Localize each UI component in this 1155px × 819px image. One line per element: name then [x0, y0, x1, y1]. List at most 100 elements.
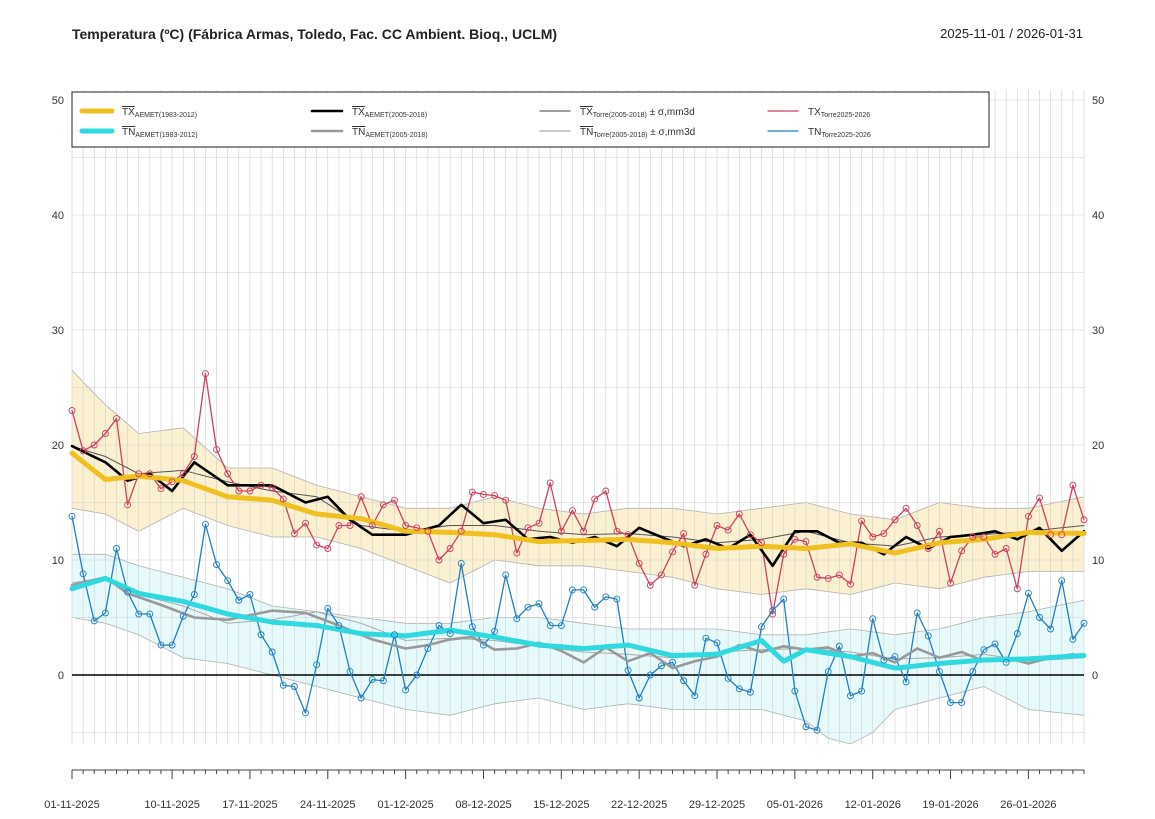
tx-torre-point — [491, 492, 499, 500]
tn-torre-point — [1058, 577, 1066, 585]
tx-torre-point — [958, 547, 966, 555]
tx-torre-point — [546, 479, 554, 487]
x-tick-label: 17-11-2025 — [222, 799, 277, 811]
tx-torre-point — [613, 527, 621, 535]
tx-torre-point — [780, 550, 788, 558]
tn-torre-point — [746, 688, 754, 696]
tn-torre-point — [702, 634, 710, 642]
tx-torre-point — [146, 470, 154, 478]
tn-torre-point — [502, 571, 510, 579]
tn-torre-point — [635, 694, 643, 702]
tn-torre-point — [235, 596, 243, 604]
tx-torre-point — [969, 533, 977, 541]
tn-torre-point — [602, 593, 610, 601]
legend-sub: Torre(2005-2018) — [593, 132, 647, 139]
legend-item: TXTorre(2005-2018) ± σ,mm3d — [539, 107, 695, 119]
y-tick-label-right: 20 — [1092, 440, 1104, 452]
tn-torre-point — [624, 666, 632, 674]
tn-torre-point — [913, 609, 921, 617]
tx-torre-point — [379, 501, 387, 509]
legend-item: TXTorre2025-2026 — [767, 107, 871, 119]
tn-torre-point — [424, 645, 432, 652]
tn-torre-point — [190, 591, 198, 598]
tx-torre-point — [646, 581, 654, 589]
tx-torre-point — [202, 370, 209, 378]
tx-torre-point — [168, 478, 176, 486]
tx-torre-point — [758, 539, 765, 547]
tx-torre-point — [457, 527, 465, 535]
tx-torre-point — [268, 484, 276, 491]
tx-torre-point — [468, 488, 476, 496]
tx-torre-point — [924, 545, 932, 552]
tx-torre-point — [502, 496, 510, 504]
legend-sub: Torre(2005-2018) — [593, 112, 647, 119]
tn-torre-point — [68, 512, 76, 520]
tx-torre-point — [580, 527, 588, 535]
tn-torre-point — [524, 603, 532, 611]
series-lines — [68, 370, 1088, 734]
tx-torre-point — [79, 447, 87, 455]
y-tick-label-right: 50 — [1092, 95, 1104, 107]
tx-torre-point — [157, 485, 165, 493]
tx-torre-point — [1002, 545, 1010, 552]
tn-torre-point — [802, 723, 810, 731]
tx-torre-point — [568, 507, 576, 514]
tx-torre-point — [346, 522, 354, 529]
tx-torre-point — [279, 495, 287, 503]
chart-title: Temperatura (ºC) (Fábrica Armas, Toledo,… — [72, 26, 558, 42]
tn-torre-point — [580, 586, 588, 594]
legend-item: TXAEMET(2005-2018) — [310, 107, 427, 119]
tn-torre-point — [368, 676, 376, 684]
legend-label: TXAEMET(2005-2018) — [352, 107, 427, 119]
tn-torre-point — [157, 641, 165, 649]
legend-item: TXAEMET(1983-2012) — [79, 107, 197, 119]
tx-torre-point — [90, 441, 98, 449]
x-tick-label: 19-01-2026 — [922, 799, 978, 811]
legend-suffix: ± σ,mm3d — [647, 127, 695, 138]
tn-torre-point — [391, 631, 398, 639]
y-tick-label-right: 30 — [1092, 325, 1104, 337]
tx-torre-point — [835, 571, 843, 579]
tx-torre-point — [935, 527, 943, 535]
tn-torre-point — [735, 685, 743, 693]
tx-torre-point — [802, 538, 810, 546]
tn-torre-point — [480, 641, 487, 649]
tx-torre-point — [602, 487, 610, 495]
tx-torre-point — [313, 541, 321, 549]
tx-torre-point — [1069, 481, 1077, 489]
tn-torre-point — [591, 603, 599, 611]
tx-torre-point — [424, 527, 432, 535]
tx-torre-point — [213, 446, 221, 454]
tn-sigma-band-lower — [71, 617, 1085, 745]
tn-torre-point — [179, 612, 187, 620]
tn-torre-point — [101, 609, 109, 617]
y-tick-label-right: 40 — [1092, 210, 1104, 222]
tx-torre-point — [913, 522, 921, 529]
tx-torre-point — [746, 531, 754, 539]
tx-torre-point — [435, 556, 443, 564]
tn-torre-point — [113, 545, 120, 552]
tx-torre-point — [680, 530, 688, 537]
tx-torre-point — [446, 545, 454, 552]
tn-torre-point — [324, 604, 332, 612]
tx-torre-point — [669, 548, 676, 556]
tn-torre-point — [146, 610, 154, 618]
legend: TXAEMET(1983-2012)TNAEMET(1983-2012)TXAE… — [71, 91, 990, 148]
legend-main: TX — [808, 107, 821, 118]
tx-torre-point — [179, 470, 187, 478]
tn-torre-point — [924, 632, 932, 640]
tx-torre-point — [235, 487, 243, 495]
axes: 0 0 10 10 20 20 30 30 40 40 50 50 01-11-2025 10-11-20… — [44, 95, 1104, 811]
tn-torre-point — [457, 560, 465, 567]
date-range: 2025-11-01 / 2026-01-31 — [940, 26, 1083, 41]
tx-torre-point — [891, 516, 899, 524]
tn-torre-point — [958, 699, 966, 707]
x-tick-label: 22-12-2025 — [611, 799, 667, 811]
legend-item: TNTorre2025-2026 — [767, 127, 871, 139]
x-tick-label: 10-11-2025 — [144, 799, 199, 811]
y-tick-label-left: 0 — [58, 670, 64, 682]
tx-torre-point — [858, 517, 866, 525]
tx-torre-point — [1036, 494, 1043, 502]
legend-sub: Torre2025-2026 — [821, 112, 871, 119]
tn-torre-point — [124, 588, 132, 596]
